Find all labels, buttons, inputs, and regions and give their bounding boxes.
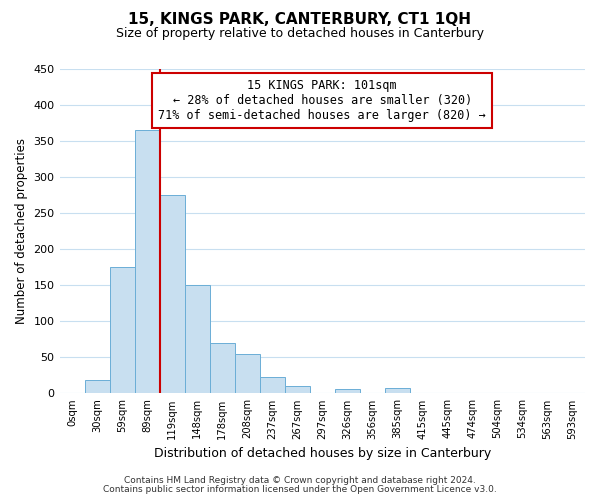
Text: Size of property relative to detached houses in Canterbury: Size of property relative to detached ho…	[116, 28, 484, 40]
Text: Contains HM Land Registry data © Crown copyright and database right 2024.: Contains HM Land Registry data © Crown c…	[124, 476, 476, 485]
Bar	[260, 377, 285, 394]
Text: Contains public sector information licensed under the Open Government Licence v3: Contains public sector information licen…	[103, 485, 497, 494]
Bar	[460, 392, 485, 394]
Bar	[560, 392, 585, 394]
Bar	[335, 389, 360, 394]
Bar	[185, 286, 209, 394]
Bar	[285, 386, 310, 394]
Bar	[235, 354, 260, 394]
Bar	[385, 388, 410, 394]
Bar	[209, 343, 235, 394]
X-axis label: Distribution of detached houses by size in Canterbury: Distribution of detached houses by size …	[154, 447, 491, 460]
Y-axis label: Number of detached properties: Number of detached properties	[15, 138, 28, 324]
Bar	[134, 130, 160, 394]
Bar	[160, 195, 185, 394]
Bar	[85, 380, 110, 394]
Text: 15 KINGS PARK: 101sqm
← 28% of detached houses are smaller (320)
71% of semi-det: 15 KINGS PARK: 101sqm ← 28% of detached …	[158, 78, 486, 122]
Bar	[110, 268, 134, 394]
Text: 15, KINGS PARK, CANTERBURY, CT1 1QH: 15, KINGS PARK, CANTERBURY, CT1 1QH	[128, 12, 472, 28]
